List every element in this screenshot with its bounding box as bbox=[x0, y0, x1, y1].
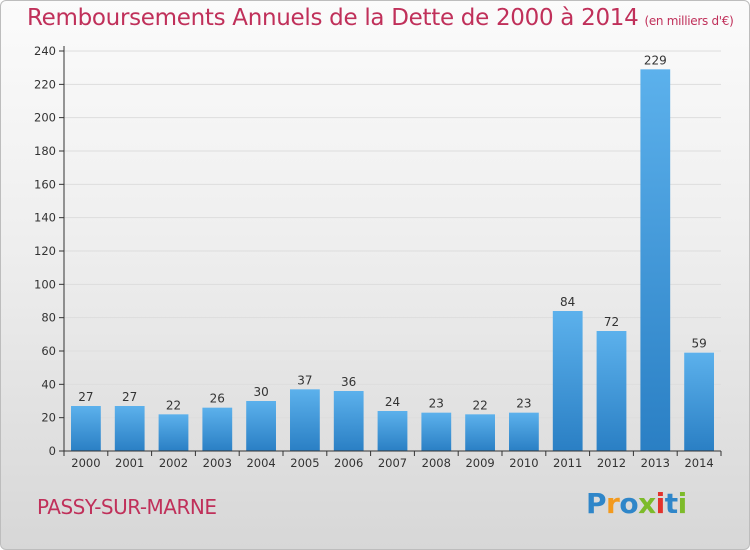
y-tick-label: 100 bbox=[34, 277, 56, 291]
data-label: 229 bbox=[644, 53, 667, 67]
x-tick-label: 2000 bbox=[71, 456, 100, 470]
bars bbox=[71, 69, 714, 451]
logo-letter: r bbox=[606, 487, 620, 520]
y-tick-label: 0 bbox=[49, 444, 56, 458]
data-label: 24 bbox=[385, 395, 400, 409]
data-label: 30 bbox=[253, 385, 268, 399]
data-label: 37 bbox=[297, 373, 312, 387]
x-tick-label: 2003 bbox=[203, 456, 232, 470]
logo-letter: i bbox=[655, 487, 666, 520]
data-label: 59 bbox=[691, 337, 706, 351]
y-tick-label: 240 bbox=[34, 44, 56, 58]
data-labels: 27 27 22 26 30 37 36 24 23 22 23 84 72 229 59 bbox=[78, 53, 706, 412]
chart-title-text: Remboursements Annuels de la Dette de 20… bbox=[27, 5, 639, 31]
x-tick-label: 2001 bbox=[115, 456, 144, 470]
logo-letter: P bbox=[586, 487, 607, 520]
commune-name: PASSY-SUR-MARNE bbox=[37, 495, 217, 519]
bar bbox=[333, 391, 364, 451]
bar bbox=[202, 407, 233, 451]
data-label: 84 bbox=[560, 295, 575, 309]
data-label: 72 bbox=[604, 315, 619, 329]
x-tick-label: 2013 bbox=[641, 456, 670, 470]
x-tick-label: 2006 bbox=[334, 456, 363, 470]
x-tick-label: 2005 bbox=[290, 456, 319, 470]
y-tick-label: 180 bbox=[34, 144, 56, 158]
x-tick-label: 2009 bbox=[465, 456, 494, 470]
y-tick-label: 140 bbox=[34, 211, 56, 225]
bar bbox=[377, 411, 408, 451]
axes: 0 20 40 60 80 100 120 140 160 180 200 220 240 2000 200… bbox=[34, 44, 722, 470]
y-tick-label: 40 bbox=[41, 377, 56, 391]
bar bbox=[640, 69, 671, 451]
y-tick-label: 200 bbox=[34, 111, 56, 125]
x-tick-label: 2002 bbox=[159, 456, 188, 470]
x-tick-label: 2007 bbox=[378, 456, 407, 470]
bar bbox=[552, 311, 583, 451]
bar bbox=[465, 414, 495, 451]
data-label: 22 bbox=[166, 398, 181, 412]
data-label: 22 bbox=[472, 398, 487, 412]
y-tick-label: 220 bbox=[34, 77, 56, 91]
bar bbox=[596, 331, 627, 451]
bar bbox=[71, 406, 101, 451]
y-tick-label: 120 bbox=[34, 244, 56, 258]
x-tick-label: 2004 bbox=[246, 456, 275, 470]
logo-letter: i bbox=[677, 487, 688, 520]
data-label: 23 bbox=[429, 397, 444, 411]
y-tick-label: 80 bbox=[41, 311, 56, 325]
y-tick-label: 20 bbox=[41, 411, 56, 425]
y-tick-label: 60 bbox=[41, 344, 56, 358]
bar bbox=[158, 414, 189, 451]
data-label: 23 bbox=[516, 397, 531, 411]
bar bbox=[684, 352, 714, 451]
chart-subtitle: (en milliers d'€) bbox=[644, 14, 734, 28]
logo-letter: o bbox=[619, 487, 639, 520]
logo-letter: t bbox=[664, 487, 678, 520]
chart-title: Remboursements Annuels de la Dette de 20… bbox=[27, 5, 734, 31]
x-tick-label: 2011 bbox=[553, 456, 582, 470]
bar bbox=[114, 406, 145, 451]
data-label: 26 bbox=[210, 392, 225, 406]
x-tick-label: 2014 bbox=[684, 456, 713, 470]
data-label: 27 bbox=[78, 390, 93, 404]
y-tick-label: 160 bbox=[34, 177, 56, 191]
data-label: 36 bbox=[341, 375, 356, 389]
bar bbox=[421, 412, 452, 451]
x-tick-label: 2012 bbox=[597, 456, 626, 470]
x-tick-label: 2010 bbox=[509, 456, 538, 470]
bar bbox=[509, 412, 539, 451]
data-label: 27 bbox=[122, 390, 137, 404]
bar bbox=[290, 389, 320, 451]
proxiti-logo: Proxiti bbox=[586, 487, 687, 520]
logo-letter: x bbox=[638, 487, 656, 520]
bar bbox=[246, 401, 276, 451]
x-tick-label: 2008 bbox=[422, 456, 451, 470]
